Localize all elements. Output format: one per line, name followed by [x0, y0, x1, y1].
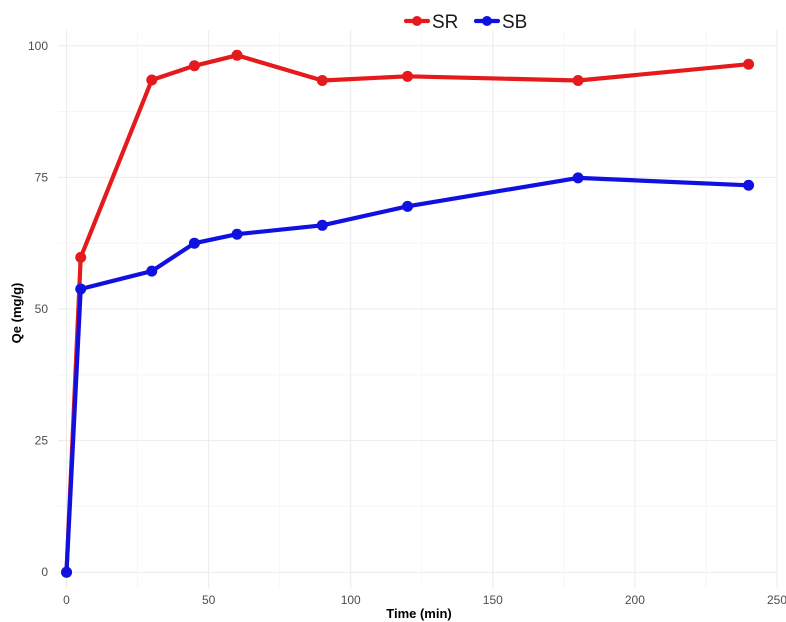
data-point-sb [146, 265, 158, 277]
legend-key-point-sr [412, 16, 422, 26]
grid [58, 30, 778, 588]
data-point-sb [61, 566, 73, 578]
axis-ticks: 0 50 100 150 200 250 0 25 50 75 100 [28, 39, 786, 607]
x-tick-label: 150 [483, 593, 503, 607]
data-point-sr [316, 75, 328, 87]
legend-label-sb: SB [502, 12, 527, 33]
x-axis-title: Time (min) [386, 606, 452, 621]
x-tick-label: 250 [767, 593, 786, 607]
x-tick-label: 100 [341, 593, 361, 607]
data-point-sr [743, 58, 755, 70]
data-point-sb [743, 179, 755, 191]
data-point-sr [572, 75, 584, 87]
data-point-sb [316, 219, 328, 231]
legend-item-sb: SB [473, 12, 527, 33]
x-tick-label: 200 [625, 593, 645, 607]
y-tick-label: 25 [35, 434, 49, 448]
series-sr [61, 49, 755, 578]
data-point-sr [231, 49, 243, 61]
y-tick-label: 75 [35, 170, 49, 184]
data-point-sr [188, 60, 200, 72]
series-sb [61, 172, 755, 578]
y-axis-title: Qe (mg/g) [9, 283, 24, 344]
series-line-sr [64, 53, 751, 575]
legend-label-sr: SR [432, 12, 458, 33]
series-layer [61, 49, 755, 578]
data-point-sr [402, 70, 414, 82]
data-point-sr [146, 74, 158, 86]
legend-key-point-sb [482, 16, 492, 26]
data-point-sb [75, 283, 87, 295]
y-tick-label: 100 [28, 39, 48, 53]
data-point-sb [188, 237, 200, 249]
data-point-sb [231, 228, 243, 240]
data-point-sb [402, 200, 414, 212]
data-point-sb [572, 172, 584, 184]
y-tick-label: 0 [41, 565, 48, 579]
y-tick-label: 50 [35, 302, 49, 316]
x-tick-label: 0 [63, 593, 70, 607]
legend: SR SB [403, 12, 527, 33]
legend-item-sr: SR [403, 12, 458, 33]
data-point-sr [75, 251, 87, 263]
x-tick-label: 50 [202, 593, 216, 607]
